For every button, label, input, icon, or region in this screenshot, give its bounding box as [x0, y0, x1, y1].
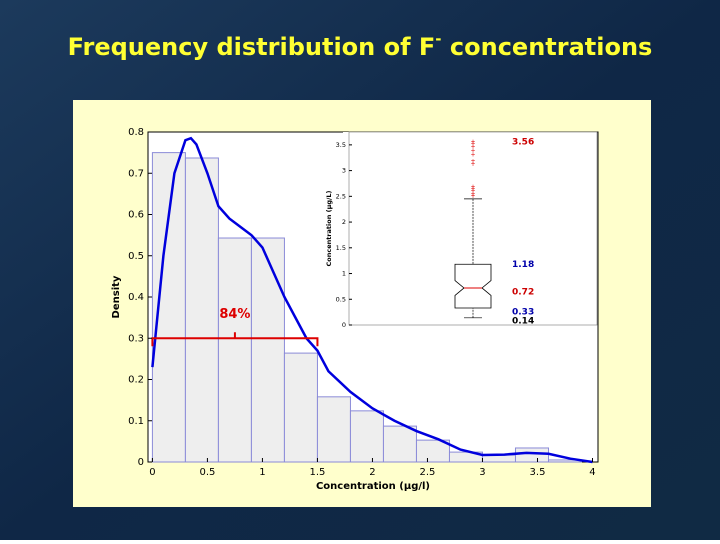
title-sup: -	[435, 30, 441, 48]
annotation-label: 84%	[219, 307, 250, 322]
y-tick-label: 2	[342, 218, 346, 226]
y-tick-label: 3.5	[336, 141, 346, 149]
y-tick-label: 0.3	[128, 333, 144, 344]
title-space	[442, 33, 450, 61]
y-tick-label: 0.6	[128, 210, 144, 221]
stat-label: 1.18	[512, 260, 534, 270]
y-axis-label: Concentration (µg/L)	[325, 190, 333, 266]
x-tick-label: 3.5	[530, 467, 546, 478]
bar	[382, 425, 417, 463]
outlier: +	[470, 138, 475, 145]
x-tick-label: 3	[479, 467, 485, 478]
bar	[316, 396, 351, 463]
stat-label: 0.33	[512, 308, 534, 318]
x-tick-label: 4	[589, 467, 595, 478]
bar	[250, 237, 285, 463]
y-tick-label: 2.5	[336, 192, 346, 200]
outlier: +	[470, 184, 475, 191]
x-tick-label: 2	[369, 467, 375, 478]
outlier: +	[470, 188, 475, 195]
outlier: +	[470, 148, 475, 155]
box	[454, 263, 492, 309]
x-tick-label: 1	[259, 467, 265, 478]
y-tick-label: 0.7	[128, 168, 144, 179]
outlier: +	[470, 193, 475, 200]
stat-label: 0.72	[512, 287, 534, 297]
y-tick-label: 0.5	[128, 251, 144, 262]
y-tick-label: 0.4	[128, 292, 144, 303]
y-tick-label: 0	[138, 457, 144, 468]
bar	[184, 157, 219, 463]
outlier: +	[470, 158, 475, 165]
stat-label: 0.14	[512, 316, 534, 326]
bar	[283, 352, 318, 463]
y-tick-label: 1.5	[336, 244, 346, 252]
inset-plot-area	[348, 131, 598, 326]
bracket	[151, 332, 319, 347]
bar	[217, 237, 252, 463]
x-tick-label: 2.5	[420, 467, 436, 478]
bar	[514, 447, 549, 463]
x-tick-label: 0	[149, 467, 155, 478]
y-tick-label: 3	[342, 167, 346, 175]
stat-label: 3.56	[512, 137, 534, 147]
bar	[349, 410, 384, 463]
x-tick-label: 0.5	[199, 467, 215, 478]
x-tick-label: 1.5	[309, 467, 325, 478]
bar	[415, 439, 450, 463]
y-tick-label: 0.5	[336, 295, 346, 303]
y-tick-label: 0	[342, 321, 346, 329]
outlier: +	[470, 186, 475, 193]
outlier: +	[470, 190, 475, 197]
y-tick-label: 1	[342, 270, 346, 278]
y-tick-label: 0.2	[128, 375, 144, 386]
y-tick-label: 0.1	[128, 416, 144, 427]
outlier: +	[470, 161, 475, 168]
y-tick-label: 0.8	[128, 127, 144, 138]
outlier: +	[470, 152, 475, 159]
title-main: Frequency distribution of F	[68, 33, 436, 61]
density-curve	[151, 136, 593, 464]
y-axis-label: Density	[111, 275, 122, 318]
title-rest: concentrations	[450, 33, 652, 61]
outlier: +	[470, 140, 475, 147]
outlier: +	[470, 143, 475, 150]
title: Frequency distribution of F- concentrati…	[68, 30, 653, 62]
x-axis-label: Concentration (µg/l)	[316, 481, 430, 492]
